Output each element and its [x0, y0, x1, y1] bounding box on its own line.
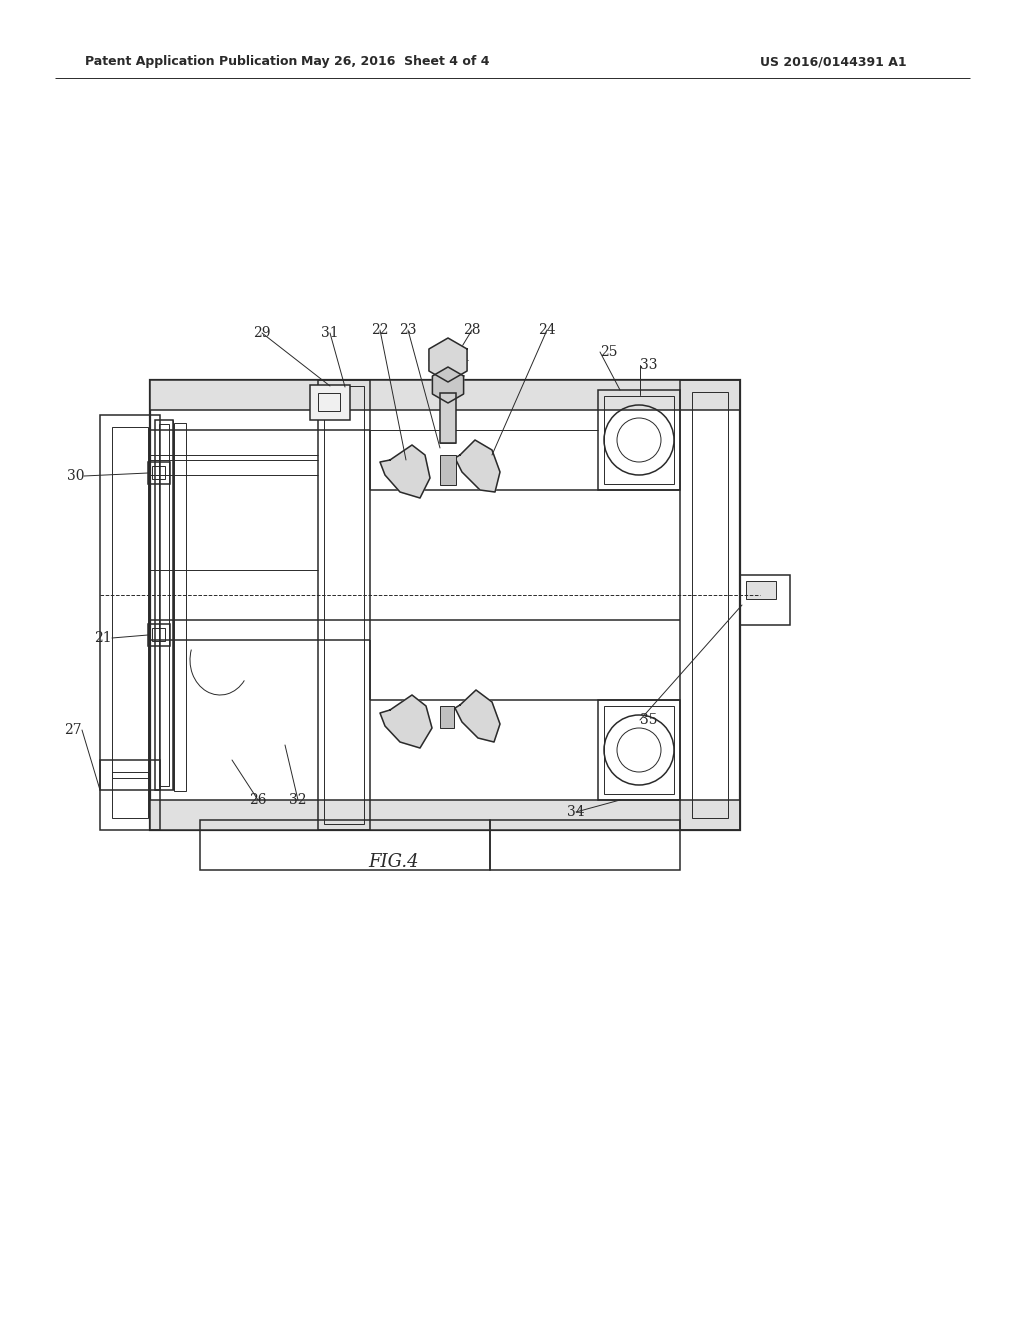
Text: 29: 29	[253, 326, 270, 341]
Polygon shape	[429, 338, 467, 381]
Bar	[324, 385, 364, 824]
Bar	[318, 393, 340, 411]
Bar	[310, 385, 350, 420]
Bar	[598, 389, 680, 490]
Bar	[692, 392, 728, 818]
Polygon shape	[455, 440, 500, 492]
Text: 27: 27	[65, 723, 82, 737]
Bar	[148, 462, 170, 484]
Bar	[318, 380, 370, 830]
Bar	[680, 380, 740, 830]
Bar	[490, 820, 680, 870]
Bar	[174, 422, 186, 791]
Text: 23: 23	[399, 323, 417, 337]
Polygon shape	[380, 696, 432, 748]
Text: 28: 28	[463, 323, 480, 337]
Bar	[100, 760, 160, 830]
Bar	[746, 581, 776, 599]
Bar	[598, 700, 680, 800]
Bar	[150, 380, 740, 830]
Polygon shape	[432, 367, 464, 403]
Bar	[200, 820, 490, 870]
Bar	[112, 426, 148, 777]
Bar	[159, 424, 169, 785]
Bar	[155, 420, 173, 789]
Bar	[740, 576, 790, 624]
Text: 25: 25	[600, 345, 617, 359]
Text: 26: 26	[249, 793, 266, 807]
Bar	[440, 706, 454, 729]
Bar	[604, 706, 674, 795]
Text: 24: 24	[539, 323, 556, 337]
Text: US 2016/0144391 A1: US 2016/0144391 A1	[760, 55, 906, 69]
Text: 31: 31	[322, 326, 339, 341]
Text: 34: 34	[567, 805, 585, 818]
Text: 33: 33	[640, 358, 657, 372]
Text: 30: 30	[67, 469, 84, 483]
Bar	[604, 396, 674, 484]
Text: 21: 21	[94, 631, 112, 645]
Bar	[152, 628, 165, 642]
Polygon shape	[380, 445, 430, 498]
Text: May 26, 2016  Sheet 4 of 4: May 26, 2016 Sheet 4 of 4	[301, 55, 489, 69]
Bar	[440, 393, 456, 444]
Text: Patent Application Publication: Patent Application Publication	[85, 55, 297, 69]
Bar	[150, 380, 740, 411]
Text: 22: 22	[372, 323, 389, 337]
Bar	[100, 414, 160, 789]
Polygon shape	[455, 690, 500, 742]
Bar	[150, 800, 740, 830]
Bar	[440, 455, 456, 484]
Text: 35: 35	[640, 713, 657, 727]
Bar	[152, 466, 165, 479]
Text: 32: 32	[289, 793, 307, 807]
Bar	[112, 772, 148, 818]
Bar	[148, 624, 170, 645]
Text: FIG.4: FIG.4	[368, 853, 419, 871]
